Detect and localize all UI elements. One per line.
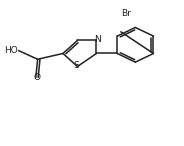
Text: O: O bbox=[33, 73, 40, 82]
Text: HO: HO bbox=[4, 46, 18, 55]
Text: N: N bbox=[94, 35, 101, 44]
Text: S: S bbox=[74, 61, 79, 70]
Text: Br: Br bbox=[121, 9, 131, 18]
